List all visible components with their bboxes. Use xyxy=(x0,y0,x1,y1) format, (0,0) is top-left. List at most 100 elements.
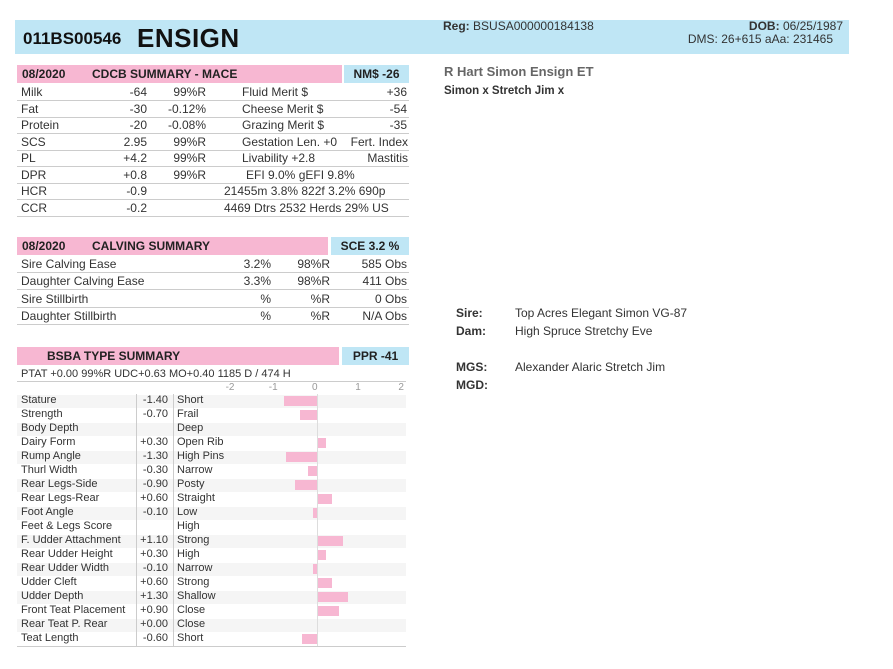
type-zero-axis xyxy=(317,394,318,646)
type-divider xyxy=(173,548,174,562)
cdcb-value: -0.2 xyxy=(126,200,147,215)
type-trait-descriptor: Deep xyxy=(177,422,204,434)
ptat-row: PTAT +0.00 99%R UDC+0.63 MO+0.40 1185 D … xyxy=(17,365,406,382)
mgd-label: MGD: xyxy=(456,378,488,392)
type-trait-descriptor: Posty xyxy=(177,478,205,490)
cdcb-date: 08/2020 xyxy=(22,67,66,81)
type-divider xyxy=(136,506,137,520)
type-divider xyxy=(173,576,174,590)
calving-row: Daughter Calving Ease 3.3% 98%R 411 Obs xyxy=(17,273,409,291)
cdcb-header: 08/2020 CDCB SUMMARY - MACE xyxy=(17,65,342,83)
type-table-bottom-rule xyxy=(17,646,406,647)
calving-observations: N/A Obs xyxy=(362,308,407,323)
type-row: Foot Angle -0.10 Low xyxy=(17,506,406,520)
ptat-summary: PTAT +0.00 99%R UDC+0.63 MO+0.40 1185 D … xyxy=(21,368,291,380)
scale-tick-label: 0 xyxy=(312,382,318,393)
type-divider xyxy=(173,478,174,492)
type-trait-name: Body Depth xyxy=(21,422,79,434)
type-trait-name: Rump Angle xyxy=(21,450,81,462)
type-bar xyxy=(317,536,344,546)
type-trait-name: Front Teat Placement xyxy=(21,604,126,616)
cdcb-value: -0.9 xyxy=(126,184,147,198)
type-divider xyxy=(173,562,174,576)
cdcb-value: -20 xyxy=(129,118,147,132)
type-trait-value: -0.10 xyxy=(142,506,168,518)
type-divider xyxy=(136,422,137,436)
reg-label: Reg: xyxy=(443,19,470,33)
type-divider xyxy=(173,520,174,534)
cdcb-row: Protein -20 -0.08% Grazing Merit $ -35 xyxy=(17,117,409,134)
type-trait-value: -0.30 xyxy=(142,464,168,476)
type-trait-descriptor: Open Rib xyxy=(177,436,224,448)
type-divider xyxy=(136,562,137,576)
type-divider xyxy=(136,604,137,618)
registration-code: 011BS00546 xyxy=(23,29,122,48)
type-bar xyxy=(317,592,348,602)
type-row: Rear Udder Height +0.30 High xyxy=(17,548,406,562)
type-divider xyxy=(173,436,174,450)
calving-reliability: %R xyxy=(310,308,330,323)
calving-title: CALVING SUMMARY xyxy=(92,239,210,253)
type-divider xyxy=(136,408,137,422)
calving-trait: Sire Stillbirth xyxy=(21,291,89,306)
type-trait-value: -0.90 xyxy=(142,478,168,490)
type-bar xyxy=(317,578,333,588)
type-divider xyxy=(173,450,174,464)
calving-observations: 411 Obs xyxy=(362,274,407,289)
scale-tick-label: -2 xyxy=(225,382,235,393)
type-divider xyxy=(136,450,137,464)
type-divider xyxy=(173,632,174,646)
cdcb-row: CCR -0.2 4469 Dtrs 2532 Herds 29% US xyxy=(17,200,409,217)
cdcb-reliability: 99%R xyxy=(173,85,206,99)
cdcb-reliability: 99%R xyxy=(173,151,206,165)
type-bar xyxy=(312,508,317,518)
cdcb-trait: Milk xyxy=(21,85,43,99)
cdcb-index-label: Gestation Len. +0 xyxy=(242,134,338,149)
mgs-label: MGS: xyxy=(456,360,488,374)
type-row: Udder Cleft +0.60 Strong xyxy=(17,576,406,590)
pedigree-short: Simon x Stretch Jim x xyxy=(444,85,565,97)
scale-tick-label: 2 xyxy=(398,382,404,393)
calving-reliability: 98%R xyxy=(297,274,330,289)
type-divider xyxy=(173,422,174,436)
type-divider xyxy=(136,632,137,646)
dob: DOB: 06/25/1987 xyxy=(749,19,843,33)
type-trait-name: Rear Legs-Side xyxy=(21,478,98,490)
cdcb-index-label: Cheese Merit $ xyxy=(242,101,324,116)
type-bar xyxy=(317,494,333,504)
type-trait-value: -0.70 xyxy=(142,408,168,420)
type-trait-name: Rear Legs-Rear xyxy=(21,492,100,504)
cdcb-row: DPR +0.8 99%R EFI 9.0% gEFI 9.8% xyxy=(17,167,409,184)
type-bar xyxy=(299,410,317,420)
dms-info: DMS: 26+615 aAa: 231465 xyxy=(687,32,833,46)
cdcb-row: Fat -30 -0.12% Cheese Merit $ -54 xyxy=(17,101,409,118)
type-divider xyxy=(136,464,137,478)
type-divider xyxy=(136,492,137,506)
cdcb-row: Milk -64 99%R Fluid Merit $ +36 xyxy=(17,84,409,101)
cdcb-index-label: 21455m 3.8% 822f 3.2% 690p xyxy=(224,184,386,198)
cdcb-title: CDCB SUMMARY - MACE xyxy=(92,67,238,81)
type-divider xyxy=(173,590,174,604)
type-trait-descriptor: Straight xyxy=(177,492,215,504)
type-bar xyxy=(286,452,317,462)
dob-value: 06/25/1987 xyxy=(782,19,843,33)
type-row: Thurl Width -0.30 Narrow xyxy=(17,464,406,478)
type-bar xyxy=(308,466,317,476)
sire-label: Sire: xyxy=(456,306,483,320)
type-row: Stature -1.40 Short xyxy=(17,394,406,408)
cdcb-trait: SCS xyxy=(21,134,46,149)
type-trait-name: Strength xyxy=(21,408,63,420)
type-trait-value: +1.30 xyxy=(140,590,168,602)
type-trait-value: -0.10 xyxy=(142,562,168,574)
type-divider xyxy=(136,618,137,632)
type-row-shade xyxy=(17,507,406,520)
reg-value: BSUSA000000184138 xyxy=(473,19,594,33)
type-row: Rear Legs-Rear +0.60 Straight xyxy=(17,492,406,506)
type-row-shade xyxy=(17,563,406,576)
type-divider xyxy=(173,534,174,548)
dam-label: Dam: xyxy=(456,324,487,338)
cdcb-reliability: -0.12% xyxy=(167,101,206,116)
type-trait-descriptor: Frail xyxy=(177,408,199,420)
type-divider xyxy=(173,464,174,478)
scale-tick-label: 1 xyxy=(355,382,361,393)
